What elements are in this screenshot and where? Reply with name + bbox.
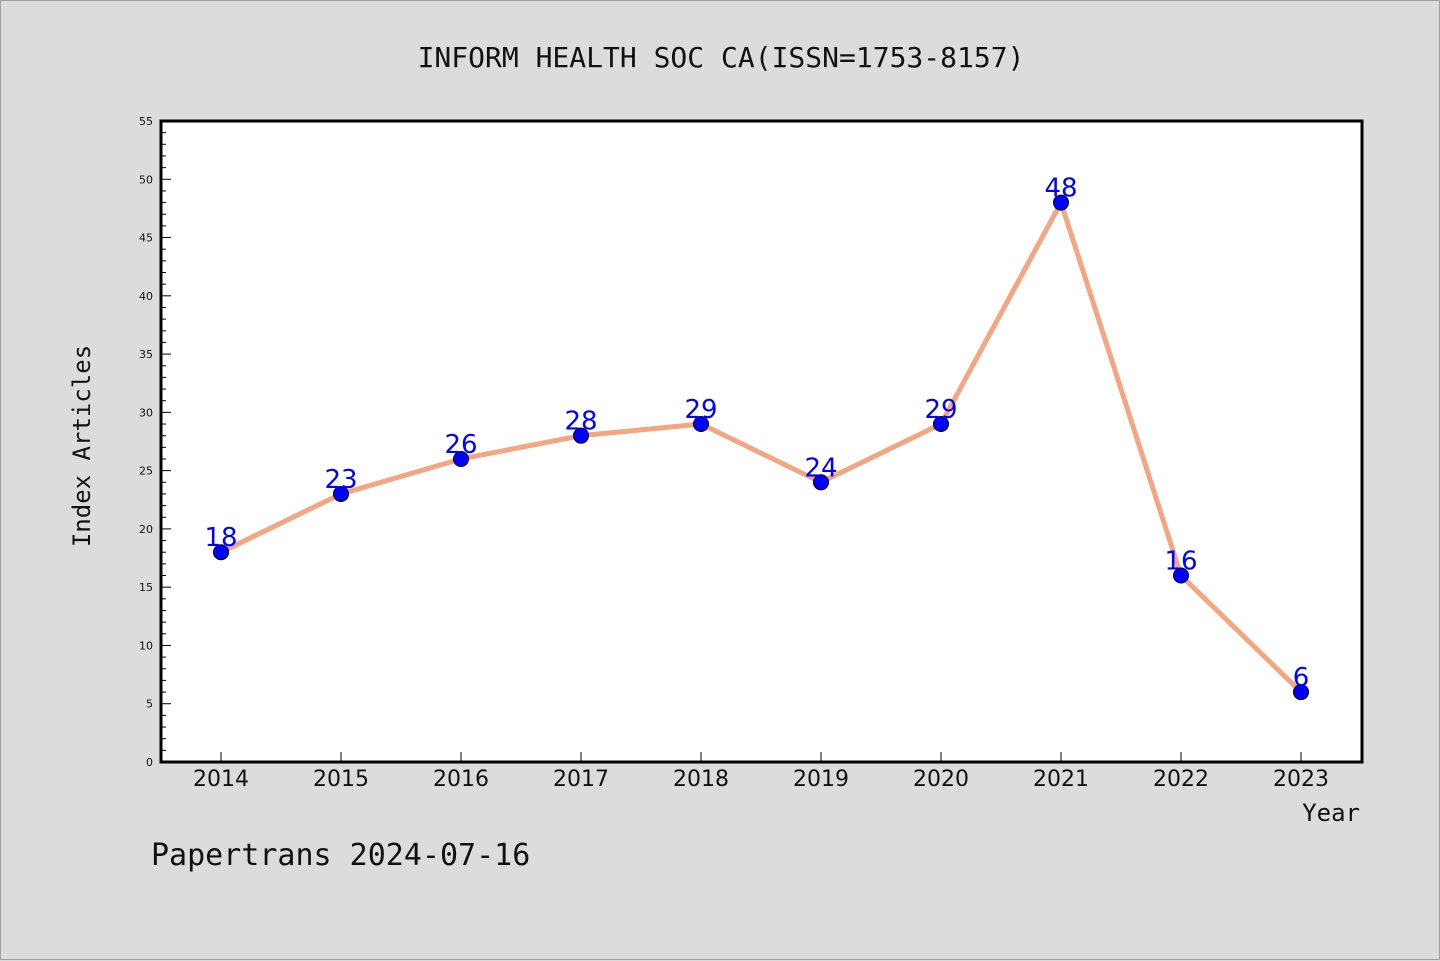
y-tick-label: 30 [139,406,153,419]
footer-text: Papertrans 2024-07-16 [151,838,530,873]
data-point [213,544,229,561]
x-tick-label: 2021 [1033,767,1089,792]
x-axis-title: Year [1302,799,1360,827]
y-tick-label: 25 [139,465,153,478]
data-label: 29 [924,395,957,425]
y-tick-label: 0 [146,756,153,769]
data-point [1173,567,1189,584]
y-tick-label: 40 [139,290,153,303]
y-axis-ticks: 0 5 10 15 20 25 30 35 40 45 50 55 [139,115,171,769]
data-markers [213,194,1309,701]
data-point [333,485,349,502]
data-label: 16 [1164,547,1197,577]
x-tick-label: 2015 [313,767,369,792]
data-label: 18 [204,523,237,553]
x-tick-label: 2014 [193,767,249,792]
y-tick-label: 45 [139,232,153,245]
x-tick-label: 2022 [1153,767,1209,792]
x-tick-label: 2019 [793,767,849,792]
data-point [453,450,469,467]
plot-area [159,119,1364,764]
x-tick-label: 2020 [913,767,969,792]
x-tick-label: 2023 [1273,767,1329,792]
x-tick-label: 2016 [433,767,489,792]
data-label: 28 [564,407,597,437]
data-label: 6 [1293,663,1310,693]
data-label: 48 [1044,174,1077,204]
y-tick-label: 50 [139,173,153,186]
data-point [1293,684,1309,701]
data-point [1053,194,1069,211]
y-axis-title: Index Articles [68,345,96,547]
y-tick-label: 20 [139,523,153,536]
data-label: 29 [684,395,717,425]
y-tick-label: 5 [146,698,153,711]
y-tick-label: 10 [139,639,153,652]
y-tick-label: 15 [139,581,153,594]
data-labels: 18 23 26 28 29 24 29 48 16 6 [204,174,1309,693]
data-point [573,427,589,444]
y-tick-label: 35 [139,348,153,361]
series-line [218,200,1304,695]
data-label: 26 [444,430,477,460]
data-label: 24 [804,453,837,483]
data-label: 23 [324,465,357,495]
y-tick-label: 55 [139,115,153,128]
x-tick-label: 2018 [673,767,729,792]
data-point [813,474,829,491]
series-line-group [218,200,1304,695]
data-point [933,416,949,433]
x-tick-label: 2017 [553,767,609,792]
chart-title: INFORM HEALTH SOC CA(ISSN=1753-8157) [418,41,1025,74]
data-point [693,416,709,433]
x-axis-ticks: 2014 2015 2016 2017 2018 2019 2020 2021 2022 2023 [193,752,1329,792]
